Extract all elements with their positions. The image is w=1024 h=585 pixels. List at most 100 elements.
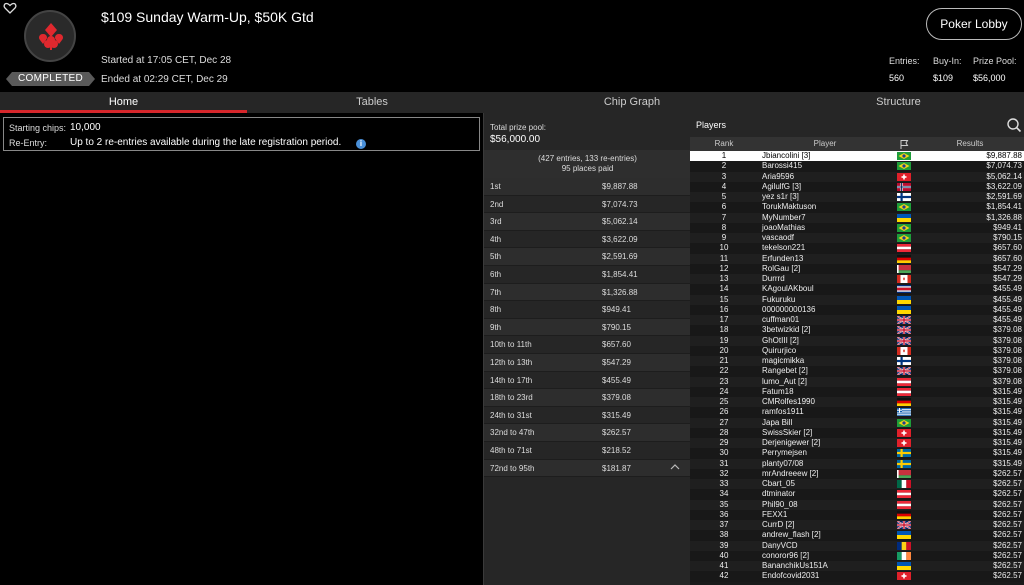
player-result: $455.49 xyxy=(993,284,1022,294)
player-row[interactable]: 19 GhOtIII [2] $379.08 xyxy=(690,335,1024,346)
player-row[interactable]: 10 tekelson221 $657.60 xyxy=(690,243,1024,254)
player-result: $657.60 xyxy=(993,253,1022,263)
player-row[interactable]: 9 vascaodf $790.15 xyxy=(690,233,1024,244)
country-flag-icon xyxy=(897,223,911,232)
tab-chip-graph[interactable]: Chip Graph xyxy=(603,96,661,108)
player-row[interactable]: 4 AgilulfG [3] $3,622.09 xyxy=(690,181,1024,192)
player-row[interactable]: 5 yez s1r [3] $2,591.69 xyxy=(690,192,1024,203)
poker-lobby-button[interactable]: Poker Lobby xyxy=(926,8,1022,40)
player-row[interactable]: 39 DanyVCD $262.57 xyxy=(690,540,1024,551)
player-rank: 32 xyxy=(719,468,729,478)
player-row[interactable]: 17 cuffman01 $455.49 xyxy=(690,315,1024,326)
prize-row: 24th to 31st $315.49 xyxy=(484,406,691,425)
player-row[interactable]: 8 joaoMathias $949.41 xyxy=(690,222,1024,233)
player-row[interactable]: 13 Durrrd $547.29 xyxy=(690,274,1024,285)
player-row[interactable]: 11 Erfunden13 $657.60 xyxy=(690,253,1024,264)
player-name: joaoMathias xyxy=(762,222,806,232)
player-result: $9,887.88 xyxy=(986,151,1022,160)
starting-chips-label: Starting chips: xyxy=(9,123,67,133)
player-name: MyNumber7 xyxy=(762,212,806,222)
col-player[interactable]: Player xyxy=(813,139,837,148)
player-row[interactable]: 27 Japa Bill $315.49 xyxy=(690,417,1024,428)
col-rank[interactable]: Rank xyxy=(714,139,734,148)
player-row[interactable]: 34 dtminator $262.57 xyxy=(690,489,1024,500)
player-row[interactable]: 29 Derjenigewer [2] $315.49 xyxy=(690,438,1024,449)
chevron-up-icon[interactable] xyxy=(670,463,680,471)
player-row[interactable]: 12 RolGau [2] $547.29 xyxy=(690,263,1024,274)
prize-place: 10th to 11th xyxy=(490,340,532,350)
prize-amount: $218.52 xyxy=(602,445,631,455)
player-result: $790.15 xyxy=(993,233,1022,242)
prize-place: 2nd xyxy=(490,199,504,209)
player-row[interactable]: 41 BananchikUs151A $262.57 xyxy=(690,561,1024,572)
tab-tables[interactable]: Tables xyxy=(356,96,388,108)
tab-home[interactable]: Home xyxy=(0,92,247,113)
player-row[interactable]: 16 000000000136 $455.49 xyxy=(690,304,1024,315)
player-rank: 17 xyxy=(719,315,729,324)
player-row[interactable]: 40 conoror96 [2] $262.57 xyxy=(690,550,1024,561)
player-row[interactable]: 32 mrAndreeew [2] $262.57 xyxy=(690,468,1024,479)
tournament-logo xyxy=(24,10,76,62)
total-prize-pool-value: $56,000.00 xyxy=(490,134,541,145)
country-flag-icon xyxy=(897,285,911,294)
prize-row: 4th $3,622.09 xyxy=(484,230,691,249)
prize-row: 8th $949.41 xyxy=(484,301,691,319)
player-row[interactable]: 30 Perrymejsen $315.49 xyxy=(690,448,1024,459)
player-row[interactable]: 36 FEXX1 $262.57 xyxy=(690,509,1024,520)
player-result: $5,062.14 xyxy=(986,171,1022,181)
prize-amount: $9,887.88 xyxy=(602,182,638,191)
player-name: andrew_flash [2] xyxy=(762,530,821,540)
player-row[interactable]: 3 Aria9596 $5,062.14 xyxy=(690,171,1024,182)
country-flag-icon xyxy=(897,449,911,458)
player-row[interactable]: 42 Endofcovid2031 $262.57 xyxy=(690,571,1024,582)
player-row[interactable]: 25 CMRolfes1990 $315.49 xyxy=(690,397,1024,408)
player-row[interactable]: 38 andrew_flash [2] $262.57 xyxy=(690,530,1024,541)
player-row[interactable]: 2 Barossi415 $7,074.73 xyxy=(690,161,1024,172)
player-result: $379.08 xyxy=(993,335,1022,345)
player-row[interactable]: 20 Quirurjico $379.08 xyxy=(690,345,1024,356)
search-icon[interactable] xyxy=(1006,117,1022,133)
player-rank: 16 xyxy=(719,304,729,314)
heart-outline-icon[interactable] xyxy=(3,1,17,15)
player-row[interactable]: 6 TorukMaktuson $1,854.41 xyxy=(690,202,1024,213)
reentry-label: Re-Entry: xyxy=(9,138,48,148)
country-flag-icon xyxy=(897,172,911,181)
player-rank: 8 xyxy=(721,222,727,232)
player-rank: 10 xyxy=(719,243,729,253)
player-row[interactable]: 33 Cbart_05 $262.57 xyxy=(690,479,1024,490)
country-flag-icon xyxy=(897,398,911,406)
col-results[interactable]: Results xyxy=(956,139,984,148)
player-row[interactable]: 14 KAgoulAKboul $455.49 xyxy=(690,284,1024,295)
player-row[interactable]: 31 planty07/08 $315.49 xyxy=(690,458,1024,469)
player-name: magicmikka xyxy=(762,356,805,365)
player-name: Barossi415 xyxy=(762,161,803,171)
player-result: $262.57 xyxy=(993,489,1022,499)
player-row[interactable]: 7 MyNumber7 $1,326.88 xyxy=(690,212,1024,223)
player-row[interactable]: 24 Fatum18 $315.49 xyxy=(690,386,1024,397)
player-rank: 23 xyxy=(719,376,729,386)
player-row[interactable]: 18 3betwizkid [2] $379.08 xyxy=(690,325,1024,336)
info-icon[interactable]: i xyxy=(356,139,366,149)
player-rank: 7 xyxy=(721,212,727,222)
player-row[interactable]: 21 magicmikka $379.08 xyxy=(690,356,1024,367)
player-result: $379.08 xyxy=(993,366,1022,376)
player-row[interactable]: 15 Fukuruku $455.49 xyxy=(690,294,1024,305)
flag-icon[interactable] xyxy=(898,139,910,151)
player-row[interactable]: 35 Phil90_08 $262.57 xyxy=(690,499,1024,510)
player-name: TorukMaktuson xyxy=(762,202,817,212)
player-row[interactable]: 23 lumo_Aut [2] $379.08 xyxy=(690,376,1024,387)
tab-structure[interactable]: Structure xyxy=(876,96,921,108)
country-flag-icon xyxy=(897,254,911,263)
player-row[interactable]: 26 ramfos1911 $315.49 xyxy=(690,407,1024,418)
player-row[interactable]: 22 Rangebet [2] $379.08 xyxy=(690,366,1024,377)
country-flag-icon xyxy=(897,234,911,242)
country-flag-icon xyxy=(897,551,911,560)
prize-table: 1st $9,887.88 2nd $7,074.73 3rd $5,062.14 4th $… xyxy=(484,178,691,478)
player-result: $547.29 xyxy=(993,263,1022,273)
player-row[interactable]: 37 CurrD [2] $262.57 xyxy=(690,520,1024,531)
player-rank: 25 xyxy=(719,397,729,406)
home-info-panel: Starting chips: 10,000 Re-Entry: Up to 2… xyxy=(0,113,483,585)
player-row[interactable]: 28 SwissSkier [2] $315.49 xyxy=(690,427,1024,438)
player-row[interactable]: 1 Jbiancolini [3] $9,887.88 xyxy=(690,151,1024,162)
player-rank: 18 xyxy=(719,325,729,335)
